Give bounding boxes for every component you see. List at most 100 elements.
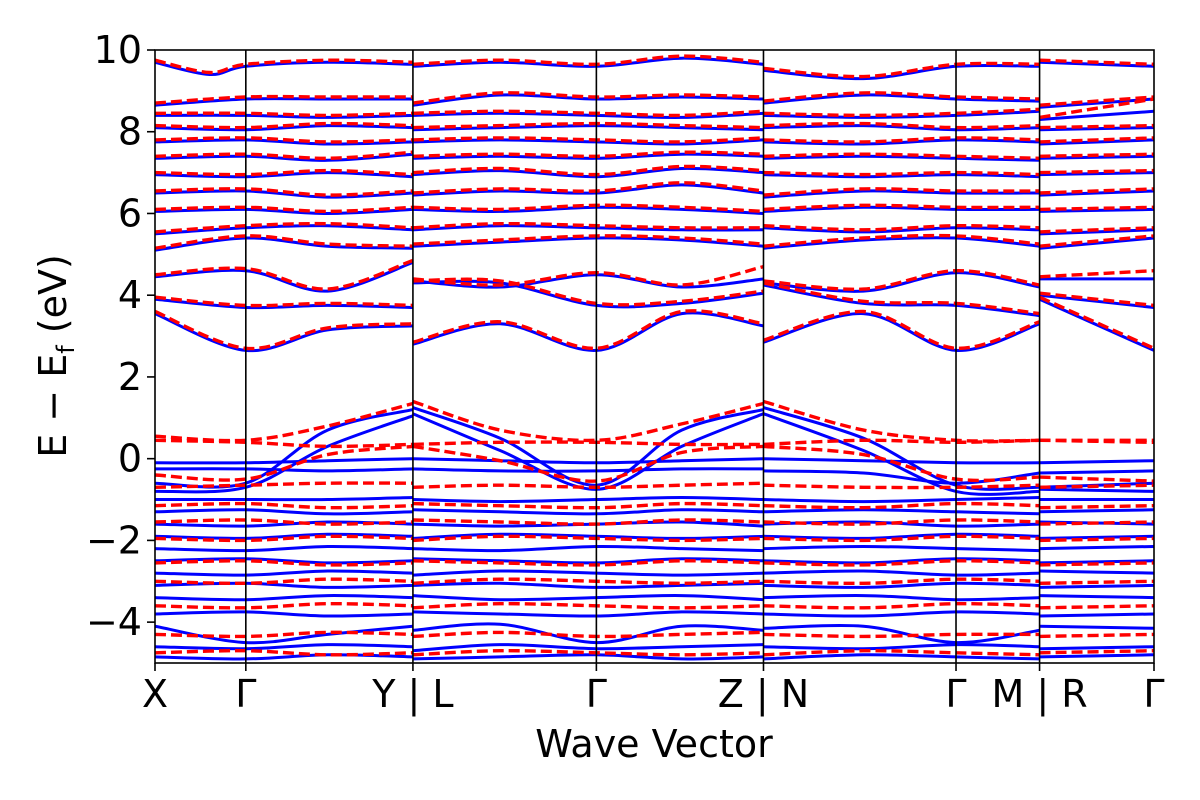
red-dashed-band-9-seg-2 — [763, 136, 1040, 144]
red-dashed-band-3-seg-0 — [155, 234, 413, 250]
y-tick-label-0: −4 — [86, 600, 142, 644]
blue-solid-band-12-seg-0 — [155, 97, 413, 107]
red-dashed-band-9-seg-0 — [155, 136, 413, 144]
red-dashed-band-21-seg-3 — [1039, 561, 1154, 567]
blue-solid-band-15-seg-3 — [1039, 469, 1154, 475]
y-tick-label-4: 4 — [118, 273, 142, 317]
blue-solid-band-3-seg-3 — [1039, 236, 1154, 250]
blue-solid-band-4-seg-2 — [763, 226, 1040, 234]
blue-solid-band-0-seg-3 — [1038, 297, 1154, 352]
blue-solid-band-23-seg-2 — [763, 557, 1040, 565]
blue-solid-band-7-seg-2 — [763, 173, 1040, 179]
red-dashed-band-18-seg-2 — [763, 501, 1040, 510]
red-dashed-band-12-seg-2 — [763, 91, 1040, 103]
red-dashed-band-23-seg-2 — [763, 601, 1040, 610]
red-dashed-band-8-seg-3 — [1039, 152, 1154, 158]
blue-solid-band-21-seg-0 — [155, 532, 413, 540]
blue-solid-band-28-seg-2 — [763, 623, 1040, 645]
blue-solid-band-29-seg-0 — [155, 643, 413, 651]
blue-solid-band-2-seg-0 — [155, 261, 414, 293]
blue-solid-band-11-seg-0 — [155, 113, 413, 119]
y-tick-label-5: 6 — [118, 191, 142, 235]
blue-solid-band-28-seg-3 — [1039, 624, 1154, 630]
blue-solid-band-30-seg-2 — [763, 653, 1040, 661]
blue-solid-band-19-seg-0 — [155, 508, 413, 516]
blue-solid-band-30-seg-0 — [155, 653, 413, 661]
x-tick-label-1: Γ — [235, 672, 256, 716]
blue-solid-band-22-seg-0 — [155, 544, 413, 553]
red-dashed-band-20-seg-3 — [1039, 536, 1154, 543]
red-dashed-band-6-seg-0 — [155, 187, 413, 197]
red-dashed-band-15-seg-2 — [763, 438, 1040, 447]
red-dashed-band-11-seg-2 — [763, 107, 1040, 118]
blue-solid-band-2-seg-2 — [763, 271, 1040, 293]
red-dashed-band-4-seg-0 — [155, 221, 413, 234]
red-dashed-band-12-seg-3 — [1039, 95, 1154, 107]
x-tick-label-0: X — [142, 672, 168, 716]
x-axis-label: Wave Vector — [535, 722, 773, 766]
x-tick-label-4: Z | N — [718, 672, 809, 717]
blue-solid-band-29-seg-3 — [1039, 645, 1154, 651]
red-dashed-band-22-seg-3 — [1039, 579, 1154, 585]
red-dashed-band-21-seg-0 — [155, 559, 413, 567]
red-dashed-band-7-seg-2 — [763, 170, 1040, 177]
red-dashed-band-0-seg-3 — [1038, 295, 1154, 350]
red-dashed-band-19-seg-2 — [763, 518, 1040, 526]
red-dashed-band-0-seg-0 — [155, 309, 413, 351]
red-dashed-band-13-seg-0 — [155, 58, 413, 75]
red-dashed-band-5-seg-0 — [155, 205, 413, 214]
blue-solid-band-10-seg-2 — [763, 124, 1040, 132]
blue-solid-band-10-seg-0 — [155, 124, 413, 132]
y-tick-label-7: 10 — [94, 28, 142, 72]
red-dashed-band-13-seg-3 — [1039, 58, 1154, 66]
red-dashed-band-24-seg-0 — [155, 630, 413, 639]
red-dashed-band-16-seg-3 — [1039, 475, 1154, 483]
red-dashed-band-24-seg-2 — [763, 632, 1040, 639]
red-dashed-band-6-seg-2 — [763, 187, 1040, 197]
red-dashed-band-25-seg-2 — [763, 648, 1040, 657]
blue-solid-band-23-seg-3 — [1039, 559, 1154, 565]
red-dashed-band-5-seg-3 — [1039, 205, 1154, 212]
red-dashed-band-2-seg-2 — [763, 268, 1040, 292]
red-dashed-band-25-seg-3 — [1039, 649, 1154, 655]
blue-solid-band-20-seg-0 — [155, 520, 413, 528]
red-dashed-band-12-seg-0 — [155, 94, 413, 105]
blue-solid-band-20-seg-2 — [763, 520, 1040, 528]
red-dashed-band-4-seg-2 — [763, 223, 1040, 232]
blue-solid-band-5-seg-2 — [763, 205, 1040, 213]
red-dashed-band-14-seg-2 — [763, 399, 1040, 443]
blue-solid-band-13-seg-2 — [763, 63, 1040, 81]
red-dashed-band-11-seg-3 — [1039, 97, 1154, 120]
blue-solid-band-6-seg-3 — [1039, 189, 1154, 197]
red-dashed-band-2-seg-3 — [1039, 269, 1154, 279]
blue-solid-band-23-seg-0 — [155, 557, 413, 565]
x-tick-label-2: Y | L — [371, 672, 453, 717]
blue-solid-band-14-seg-0 — [155, 457, 413, 465]
y-tick-label-1: −2 — [86, 518, 142, 562]
blue-solid-band-22-seg-2 — [763, 544, 1040, 553]
x-tick-label-6: M | R — [991, 672, 1087, 717]
red-dashed-band-17-seg-3 — [1039, 483, 1154, 489]
red-dashed-band-7-seg-3 — [1039, 168, 1154, 175]
blue-solid-band-25-seg-2 — [763, 581, 1040, 589]
blue-solid-band-7-seg-3 — [1039, 171, 1154, 177]
blue-solid-band-3-seg-0 — [155, 236, 413, 252]
blue-solid-band-9-seg-2 — [763, 138, 1040, 146]
y-tick-label-6: 8 — [118, 110, 142, 154]
blue-solid-band-0-seg-0 — [155, 312, 413, 353]
blue-solid-band-9-seg-3 — [1039, 138, 1154, 146]
blue-solid-band-30-seg-3 — [1039, 653, 1154, 659]
red-dashed-band-17-seg-0 — [155, 481, 413, 489]
blue-solid-band-18-seg-2 — [763, 496, 1040, 504]
red-dashed-band-15-seg-3 — [1039, 438, 1154, 444]
plot-frame — [154, 49, 1155, 664]
red-dashed-band-10-seg-3 — [1039, 123, 1154, 130]
blue-solid-band-1-seg-0 — [155, 297, 413, 310]
blue-solid-band-11-seg-2 — [763, 109, 1040, 119]
blue-solid-band-29-seg-2 — [763, 643, 1040, 651]
red-dashed-band-8-seg-0 — [155, 150, 414, 161]
blue-solid-band-0-seg-2 — [763, 312, 1041, 352]
red-dashed-band-23-seg-3 — [1039, 604, 1154, 610]
x-tick-label-5: Γ — [945, 672, 966, 716]
blue-solid-band-21-seg-3 — [1039, 534, 1154, 540]
